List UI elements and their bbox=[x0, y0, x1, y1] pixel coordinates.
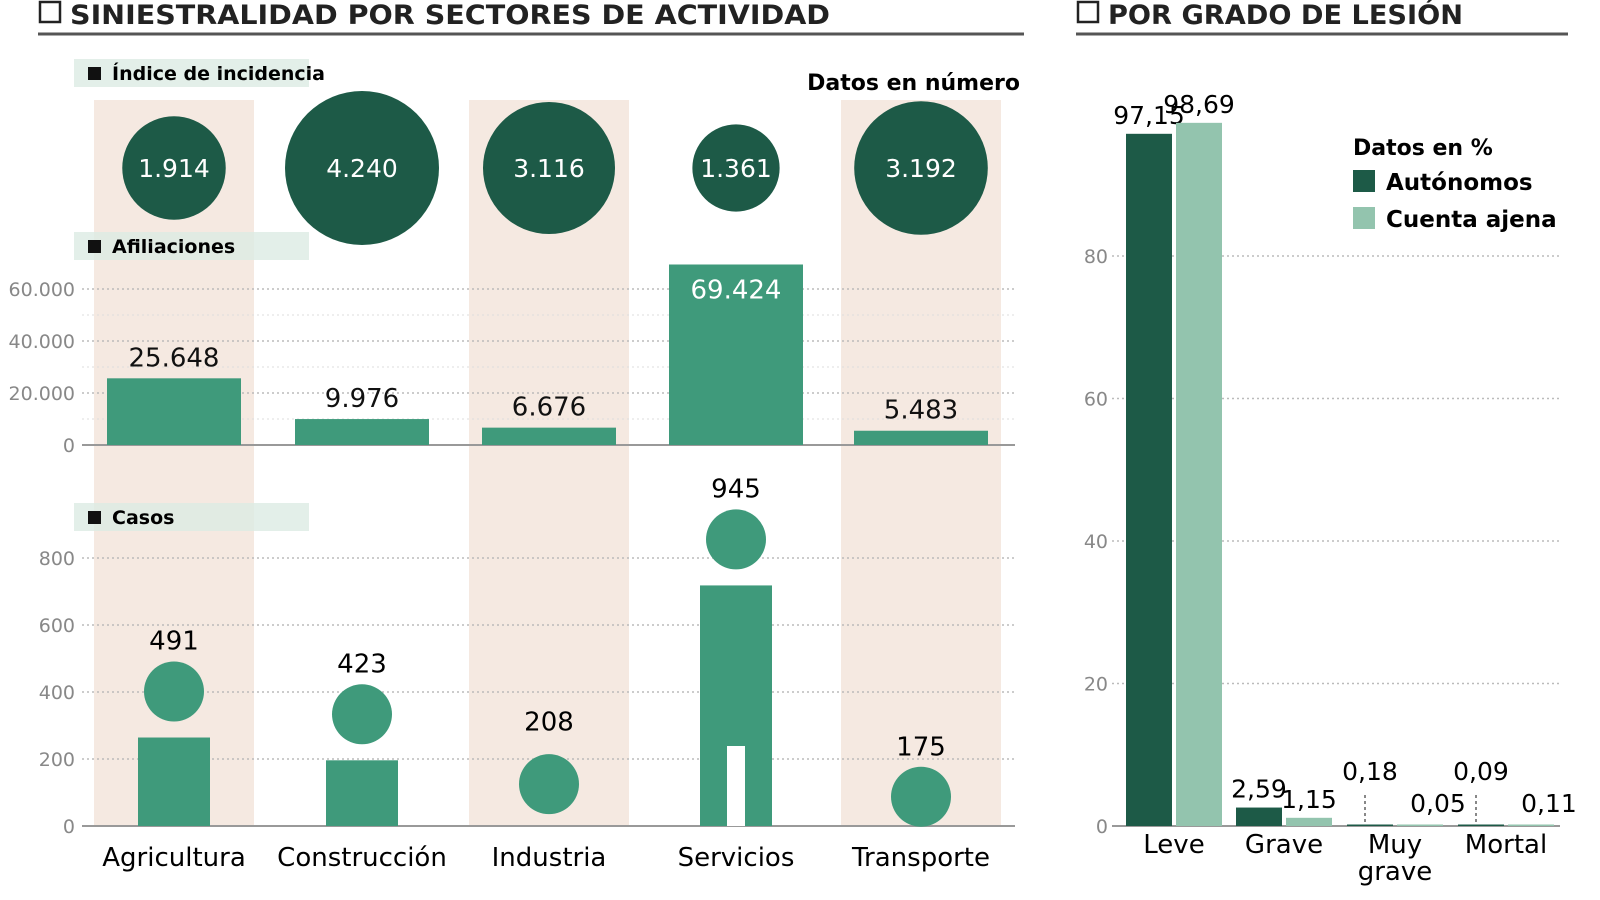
severity-bar bbox=[1286, 817, 1332, 826]
square-icon bbox=[88, 67, 101, 80]
panel-label-bg bbox=[74, 232, 309, 260]
category-label: Construcción bbox=[277, 843, 447, 873]
category-label: Industria bbox=[492, 843, 607, 873]
y-tick-label: 60.000 bbox=[9, 279, 75, 301]
bar-value-label: 5.483 bbox=[884, 396, 958, 426]
y-tick-label: 60 bbox=[1084, 389, 1108, 411]
bubble-label: 3.116 bbox=[513, 154, 585, 183]
y-tick-label: 20.000 bbox=[9, 383, 75, 405]
bar-value-label: 97,15 bbox=[1113, 101, 1185, 130]
incidence-bubble bbox=[854, 101, 988, 235]
severity-bar bbox=[1347, 824, 1393, 826]
y-tick-label: 200 bbox=[39, 749, 75, 771]
bar-value-label: 1,15 bbox=[1281, 785, 1337, 814]
severity-bar bbox=[1126, 133, 1172, 826]
category-label: Leve bbox=[1143, 830, 1204, 860]
bar-value-label: 25.648 bbox=[129, 343, 220, 373]
legend-title: Datos en % bbox=[1353, 136, 1493, 161]
legend-swatch bbox=[1353, 207, 1375, 229]
bubble-label: 1.361 bbox=[700, 154, 772, 183]
severity-bar bbox=[1508, 824, 1554, 826]
bar-value-label: 0,09 bbox=[1453, 757, 1509, 786]
incidence-bubble bbox=[122, 116, 226, 220]
cases-value-label: 423 bbox=[337, 649, 387, 679]
category-label: Grave bbox=[1245, 830, 1323, 860]
severity-bar bbox=[1397, 824, 1443, 826]
severity-bar bbox=[1458, 824, 1504, 826]
incidence-bubble bbox=[482, 101, 616, 235]
bar-value-label: 2,59 bbox=[1231, 775, 1287, 804]
note: Datos en número bbox=[807, 71, 1020, 96]
incidence-bubble bbox=[285, 91, 439, 245]
affiliation-bar bbox=[854, 430, 988, 445]
cases-value-label: 491 bbox=[149, 627, 199, 657]
y-tick-label: 0 bbox=[63, 816, 75, 838]
bar-value-label: 0,05 bbox=[1410, 789, 1466, 818]
bubble-label: 1.914 bbox=[138, 154, 210, 183]
person-body bbox=[326, 760, 398, 826]
y-tick-label: 0 bbox=[63, 435, 75, 457]
bar-value-label: 9.976 bbox=[325, 384, 399, 414]
section-title: POR GRADO DE LESIÓN bbox=[1108, 0, 1463, 31]
affiliation-bar bbox=[107, 378, 241, 445]
category-label: grave bbox=[1358, 857, 1433, 887]
bar-value-label: 0,11 bbox=[1521, 789, 1577, 818]
panel-label: Casos bbox=[112, 507, 174, 529]
bar-value-label: 98,69 bbox=[1163, 90, 1235, 119]
legend-label: Autónomos bbox=[1386, 170, 1533, 196]
cases-value-label: 175 bbox=[896, 732, 946, 762]
person-legs-gap bbox=[727, 746, 745, 826]
affiliation-bar bbox=[482, 427, 616, 445]
checkbox-icon bbox=[38, 0, 62, 24]
person-head bbox=[519, 754, 579, 815]
category-label: Transporte bbox=[851, 843, 990, 873]
y-tick-label: 800 bbox=[39, 548, 75, 570]
person-head bbox=[891, 766, 951, 827]
person-head bbox=[706, 509, 766, 570]
panel-label-bg bbox=[74, 503, 309, 531]
panel-label: Índice de incidencia bbox=[112, 62, 325, 85]
section-title: SINIESTRALIDAD POR SECTORES DE ACTIVIDAD bbox=[70, 0, 830, 31]
bar-value-label: 69.424 bbox=[691, 275, 782, 305]
y-tick-label: 80 bbox=[1084, 246, 1108, 268]
bubble-label: 4.240 bbox=[326, 154, 398, 183]
incidence-bubble bbox=[692, 124, 780, 212]
y-tick-label: 20 bbox=[1084, 674, 1108, 696]
y-tick-label: 400 bbox=[39, 682, 75, 704]
category-label: Agricultura bbox=[102, 843, 246, 873]
bar-value-label: 6.676 bbox=[512, 393, 586, 423]
legend-swatch bbox=[1353, 170, 1375, 192]
panel-label-bg bbox=[74, 59, 309, 87]
severity-bar bbox=[1236, 807, 1282, 826]
person-head bbox=[144, 661, 204, 722]
checkbox-icon bbox=[1076, 0, 1100, 24]
bar-value-label: 0,18 bbox=[1342, 757, 1398, 786]
cases-value-label: 945 bbox=[711, 474, 761, 504]
y-tick-label: 40.000 bbox=[9, 331, 75, 353]
person-head bbox=[332, 684, 392, 745]
affiliation-bar bbox=[295, 419, 429, 445]
category-label: Muy bbox=[1368, 830, 1422, 860]
square-icon bbox=[88, 511, 101, 524]
person-body bbox=[138, 737, 210, 826]
severity-bar bbox=[1176, 122, 1222, 827]
bubble-label: 3.192 bbox=[885, 154, 957, 183]
y-tick-label: 0 bbox=[1096, 816, 1108, 838]
y-tick-label: 40 bbox=[1084, 531, 1108, 553]
legend-label: Cuenta ajena bbox=[1386, 207, 1557, 233]
panel-label: Afiliaciones bbox=[112, 236, 235, 258]
affiliation-bar bbox=[669, 264, 803, 445]
category-label: Mortal bbox=[1465, 830, 1547, 860]
category-label: Servicios bbox=[678, 843, 795, 873]
y-tick-label: 600 bbox=[39, 615, 75, 637]
cases-value-label: 208 bbox=[524, 707, 574, 737]
square-icon bbox=[88, 240, 101, 253]
